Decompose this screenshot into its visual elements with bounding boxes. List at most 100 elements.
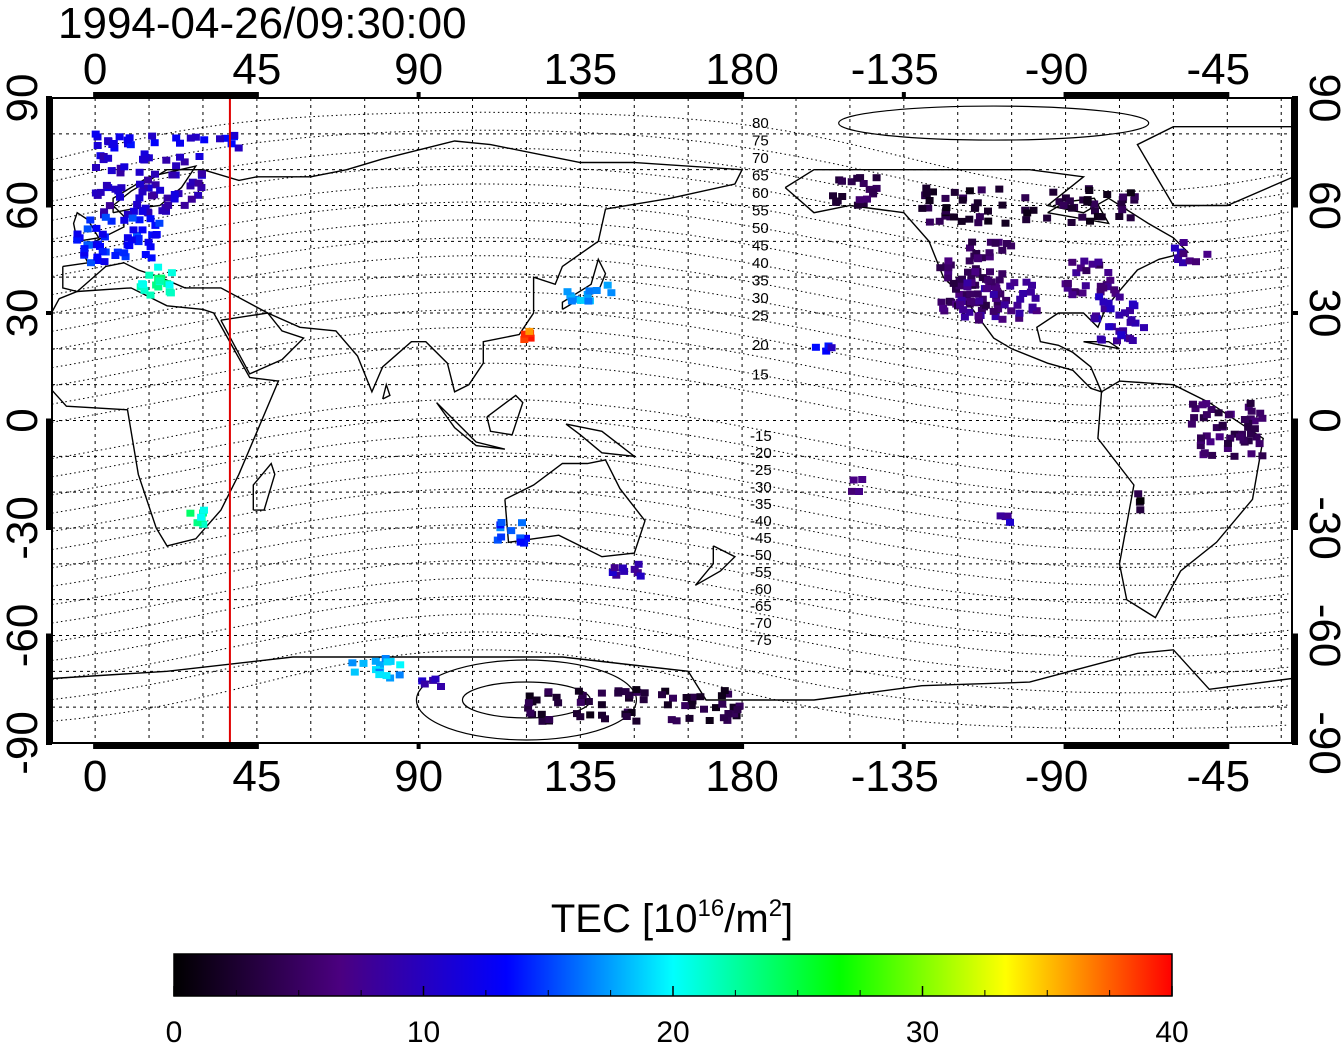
lat-label-left: -60 [0, 604, 47, 668]
coastline [486, 394, 524, 436]
tec-cell [91, 241, 100, 249]
tec-cell [832, 198, 841, 206]
tec-cell [145, 271, 154, 279]
tec-cell [995, 276, 1004, 284]
tec-cell [524, 699, 533, 707]
axis-bar-right [1292, 420, 1298, 528]
tec-cell [1246, 399, 1255, 407]
tec-cell [554, 699, 563, 707]
tec-cell [977, 186, 986, 194]
tec-cell [998, 246, 1007, 254]
tec-cell [127, 236, 136, 244]
tec-cell [998, 201, 1007, 209]
tec-cell [872, 174, 881, 182]
tec-cell [1235, 433, 1244, 441]
tec-cell [685, 714, 694, 722]
tec-cell [143, 208, 152, 216]
tec-cell [163, 194, 172, 202]
tec-cell [984, 207, 992, 215]
tec-cell [180, 158, 189, 166]
tec-cell [955, 290, 964, 298]
axis-tick-labels: 0045459090135135180180-135-135-90-90-45-… [0, 45, 1344, 801]
tec-cell [998, 270, 1007, 278]
tec-cell [681, 702, 690, 710]
tec-cell [1067, 219, 1076, 226]
tec-cell [960, 313, 969, 321]
tec-cell [522, 534, 530, 542]
tec-cell [109, 140, 118, 147]
tec-cell [1115, 311, 1124, 319]
dip-contour-line [52, 362, 1289, 443]
lon-label-top: 90 [394, 45, 443, 94]
tec-cell [133, 200, 142, 208]
tec-cell [155, 219, 164, 227]
tec-cell [971, 268, 980, 276]
dip-contour-line [52, 326, 1289, 407]
tec-cell [712, 704, 720, 712]
axis-bar-left [46, 98, 52, 206]
tec-cell [998, 315, 1007, 323]
lat-label-right: 0 [1300, 408, 1344, 432]
tec-cell [1029, 206, 1038, 214]
tec-cell [497, 519, 506, 526]
tec-cell [1082, 267, 1091, 275]
tec-cell [99, 153, 108, 160]
tec-cell [86, 216, 95, 224]
lon-tick-top [416, 92, 421, 98]
lat-tick-left [46, 311, 52, 315]
tec-cell [1126, 307, 1134, 315]
tec-cell [1015, 309, 1024, 317]
tec-cell [234, 144, 243, 152]
tec-cell [1003, 512, 1012, 520]
tec-cell [1000, 301, 1009, 309]
tec-cell [855, 196, 864, 204]
tec-cell [1185, 257, 1194, 265]
tec-cell [1031, 294, 1040, 302]
tec-cell [186, 134, 195, 142]
lat-label-right: -90 [1300, 711, 1344, 775]
tec-cell [1100, 305, 1109, 313]
lon-label-top: -135 [851, 45, 939, 94]
tec-cell [973, 254, 982, 262]
tec-cell [116, 169, 125, 177]
tec-cell [376, 661, 384, 669]
tec-cell [1032, 307, 1041, 315]
tec-observations [73, 130, 1267, 725]
dip-label: -75 [750, 632, 772, 649]
tec-cell [123, 210, 132, 218]
tec-cell [1179, 259, 1187, 267]
lon-label-top: 135 [544, 45, 617, 94]
tec-cell [950, 213, 958, 221]
tec-cell [73, 230, 82, 238]
tec-cell [526, 334, 535, 342]
tec-cell [1197, 434, 1205, 442]
tec-cell [971, 299, 979, 307]
tec-cell [350, 668, 359, 676]
tec-cell [96, 188, 105, 196]
tec-cell [375, 671, 384, 679]
tec-cell [929, 188, 937, 196]
tec-cell [1016, 295, 1025, 303]
tec-cell [129, 226, 138, 234]
lon-label-bottom: 135 [544, 752, 617, 801]
tec-cell [1244, 419, 1253, 427]
tec-cell [1192, 258, 1200, 266]
dip-contour-line [52, 649, 1289, 730]
tec-cell [956, 301, 965, 308]
tec-cell [984, 217, 993, 225]
tec-cell [858, 476, 867, 483]
tec-cell [974, 312, 983, 320]
dip-label: -70 [750, 615, 772, 632]
coastline [52, 287, 280, 547]
tec-cell [126, 141, 135, 149]
tec-cell [1258, 414, 1267, 422]
axis-bar-left [46, 420, 52, 528]
tec-cell [1206, 438, 1215, 446]
coastline [52, 649, 1292, 701]
tec-cell [1085, 187, 1094, 194]
tec-cell [1202, 411, 1211, 419]
tec-cell [1196, 442, 1205, 450]
tec-cell [610, 564, 619, 572]
tec-cell [431, 675, 440, 683]
